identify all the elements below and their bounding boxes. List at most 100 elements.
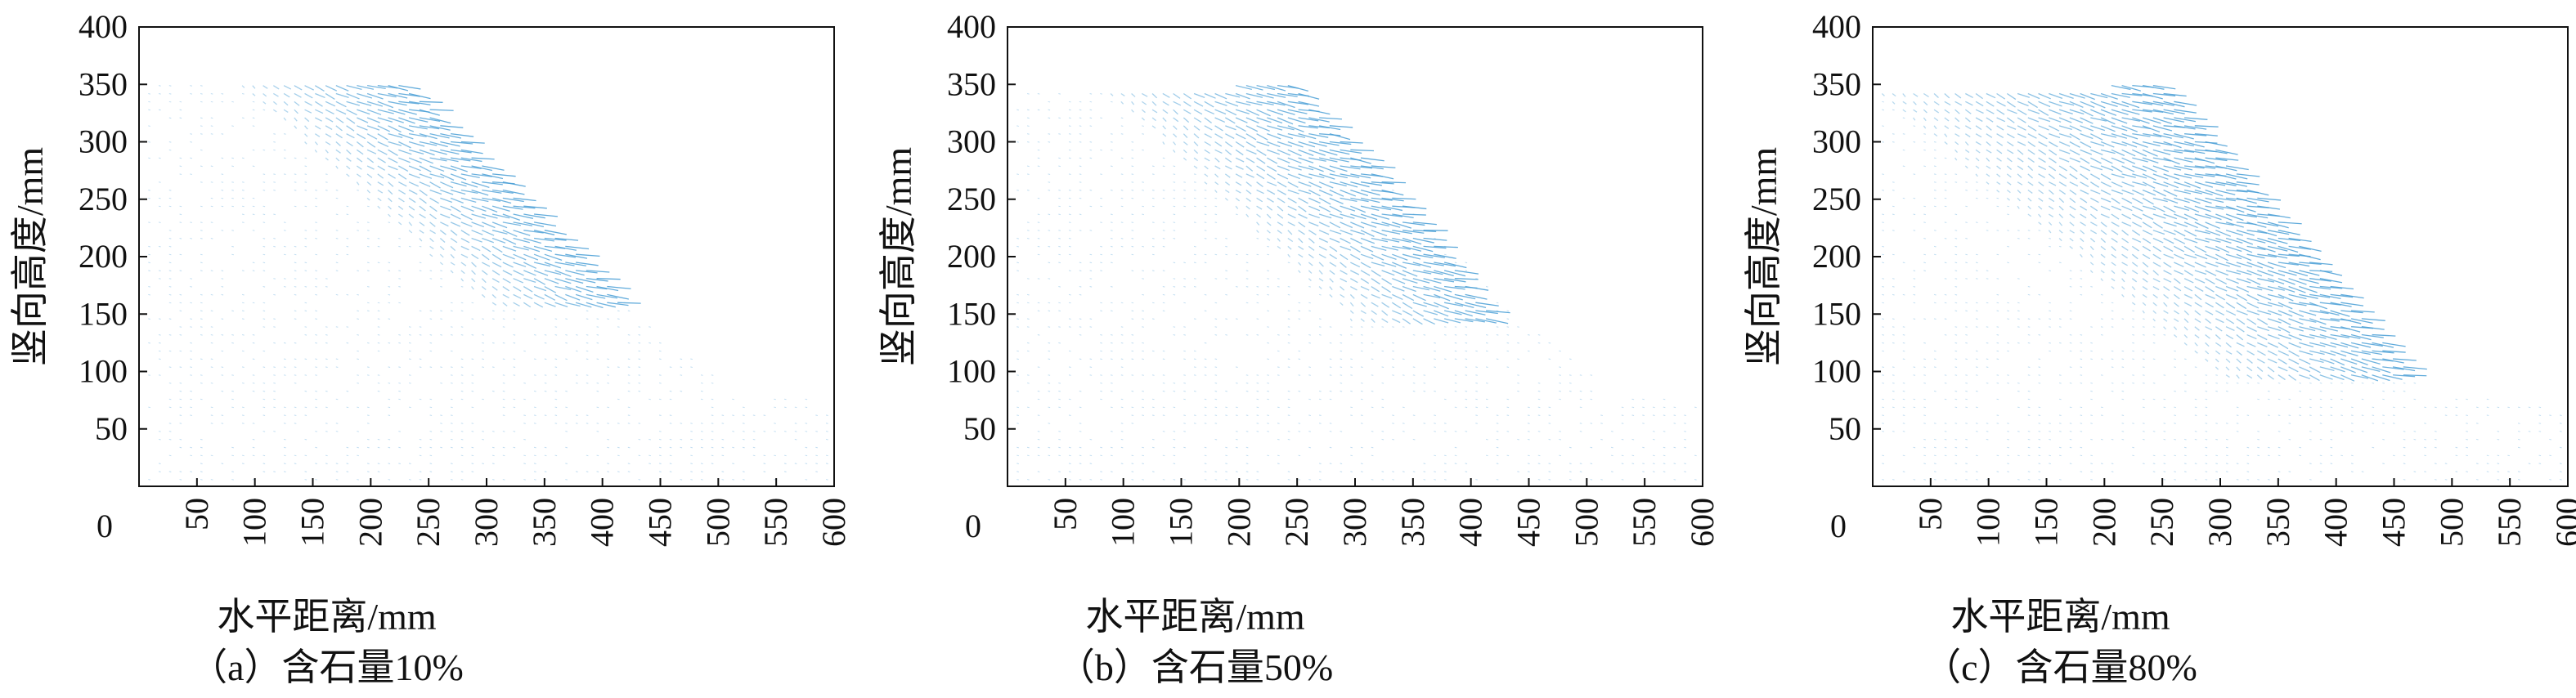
vector-arrow <box>1402 213 1426 216</box>
vector-arrow <box>825 454 828 457</box>
vector-arrow <box>1371 479 1374 481</box>
vector-arrow <box>2215 293 2225 301</box>
vector-arrow <box>273 383 276 384</box>
vector-arrow <box>304 125 308 130</box>
vector-arrow <box>2049 423 2051 424</box>
vector-arrow <box>2152 262 2161 267</box>
vector-arrow <box>2163 398 2166 400</box>
vector-arrow <box>1204 173 1209 177</box>
vector-arrow <box>429 149 447 155</box>
vector-arrow <box>419 181 431 187</box>
vector-arrow <box>638 423 641 424</box>
vector-arrow <box>440 197 453 204</box>
vector-arrow <box>294 286 297 288</box>
vector-arrow <box>1151 197 1155 199</box>
vector-arrow <box>2080 406 2083 409</box>
vector-arrow <box>273 326 276 328</box>
vector-arrow <box>419 205 426 212</box>
vector-arrow <box>1266 221 1272 226</box>
vector-arrow <box>1475 414 1478 416</box>
vector-arrow <box>669 390 672 392</box>
vector-arrow <box>1465 374 1468 376</box>
vector-arrow <box>2142 133 2162 137</box>
vector-arrow <box>1964 117 1971 123</box>
vector-arrow <box>2288 285 2306 293</box>
vector-arrow <box>2194 350 2198 354</box>
vector-arrow <box>1183 423 1186 424</box>
vector-arrow <box>1954 366 1958 368</box>
vector-arrow <box>1318 479 1322 481</box>
vector-arrow <box>482 173 504 180</box>
vector-arrow <box>1996 334 1999 336</box>
vector-arrow <box>1454 262 1457 264</box>
vector-arrow <box>1079 133 1082 135</box>
vector-arrow <box>2215 438 2218 441</box>
vector-arrow <box>1443 454 1447 457</box>
vector-arrow <box>565 262 587 266</box>
vector-arrow <box>2121 141 2138 148</box>
vector-arrow <box>1485 342 1488 344</box>
vector-arrow <box>2038 133 2048 140</box>
vector-arrow <box>533 463 536 464</box>
vector-arrow <box>805 479 808 481</box>
vector-arrow <box>1267 125 1283 131</box>
vector-arrow <box>513 342 516 344</box>
vector-arrow <box>1412 213 1416 216</box>
vector-arrow <box>1517 374 1519 376</box>
vector-arrow <box>794 406 797 409</box>
y-tick-label: 400 <box>79 8 128 45</box>
vector-arrow <box>1225 165 1232 170</box>
vector-arrow <box>2069 197 2076 204</box>
vector-arrow <box>1183 92 1192 100</box>
vector-arrow <box>1537 454 1541 457</box>
vector-arrow <box>1151 446 1155 449</box>
y-tick-label: 150 <box>947 295 996 332</box>
vector-arrow <box>2152 293 2158 299</box>
vector-arrow <box>1037 157 1040 159</box>
vector-arrow <box>294 92 302 98</box>
vector-arrow <box>357 117 369 123</box>
vector-arrow <box>607 463 609 464</box>
vector-arrow <box>1079 190 1082 191</box>
vector-arrow <box>2361 383 2364 384</box>
vector-arrow <box>231 374 234 376</box>
vector-arrow <box>1173 173 1176 175</box>
vector-arrow <box>1527 463 1530 464</box>
vector-arrow <box>732 446 734 449</box>
vector-arrow <box>2174 230 2186 237</box>
vector-arrow <box>439 253 444 258</box>
vector-arrow <box>2058 205 2064 211</box>
vector-arrow <box>1954 293 1958 296</box>
vector-arrow <box>2350 318 2373 324</box>
vector-arrow <box>502 270 513 276</box>
vector-arrow <box>2236 310 2248 315</box>
vector-arrow <box>1235 205 1239 209</box>
vector-arrow <box>1120 423 1124 424</box>
vector-arrow <box>419 398 422 400</box>
vector-arrow <box>1183 446 1186 449</box>
vector-arrow <box>2246 326 2257 333</box>
vector-arrow <box>1287 85 1309 92</box>
vector-arrow <box>1256 221 1260 226</box>
vector-arrow <box>1245 85 1263 91</box>
vector-arrow <box>1933 190 1936 191</box>
vector-arrow <box>1371 342 1374 344</box>
vector-arrow <box>1142 342 1144 344</box>
vector-arrow <box>460 326 464 328</box>
vector-arrow <box>1266 205 1273 211</box>
vector-arrow <box>1245 286 1249 288</box>
vector-arrow <box>2132 383 2134 384</box>
vector-arrow <box>1892 366 1895 368</box>
vector-arrow <box>314 149 317 153</box>
vector-arrow <box>2017 157 2024 163</box>
vector-arrow <box>2132 189 2145 196</box>
vector-arrow <box>179 446 182 449</box>
vector-arrow <box>544 262 562 269</box>
vector-arrow <box>1954 157 1958 161</box>
vector-arrow <box>1318 221 1330 228</box>
vector-arrow <box>1329 189 1344 197</box>
vector-arrow <box>471 173 492 177</box>
vector-arrow <box>2069 463 2072 464</box>
vector-arrow <box>2058 165 2067 172</box>
vector-arrow <box>1225 109 1237 116</box>
